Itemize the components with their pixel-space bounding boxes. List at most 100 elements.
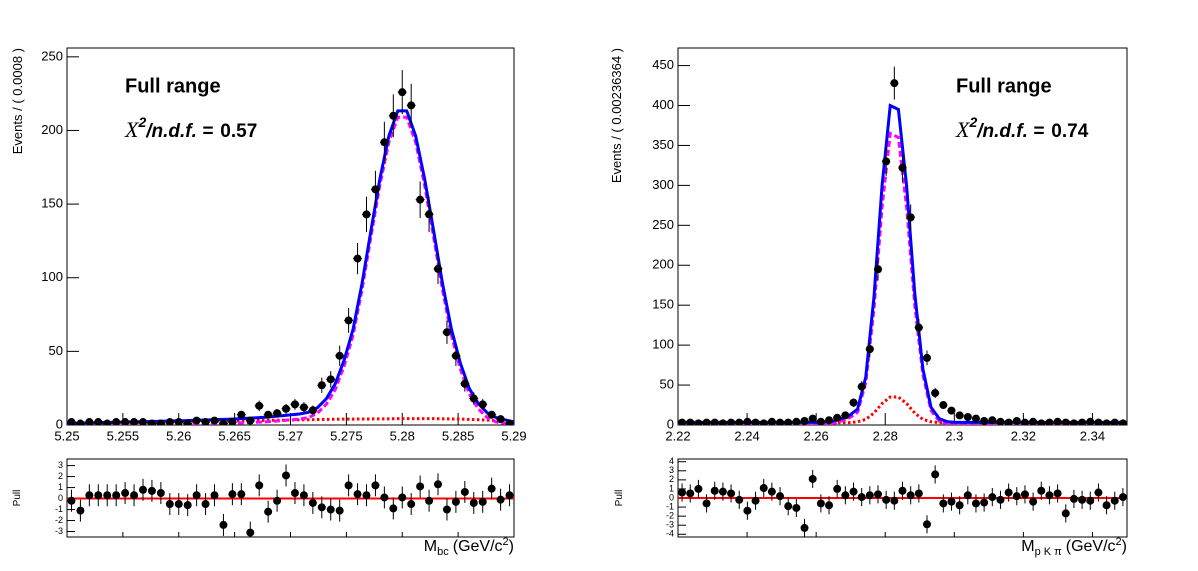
pull-point (841, 491, 850, 500)
pull-point (865, 491, 874, 500)
pull-point (1102, 501, 1111, 510)
data-point (94, 418, 103, 425)
data-point (469, 394, 478, 403)
data-point (138, 418, 147, 425)
y-tick-label: 1 (58, 482, 63, 492)
chi2-superscript: 2 (137, 114, 146, 130)
pull-point (264, 507, 273, 516)
data-point (694, 419, 703, 425)
pull-point (1118, 493, 1127, 502)
x-tick-label: 5.255 (107, 428, 140, 443)
x-tick-label: 5.28 (390, 428, 415, 443)
pull-point (751, 496, 760, 505)
data-point (874, 265, 883, 274)
y-tick-label: 3 (669, 465, 674, 475)
pull-point (335, 506, 344, 515)
data-point (825, 416, 834, 425)
pull-point (147, 486, 156, 495)
x-title-unit: (GeV/c (1066, 538, 1116, 555)
data-point (833, 413, 842, 422)
pull-point (308, 498, 317, 507)
pull-point (784, 502, 793, 511)
pull-point (1037, 486, 1046, 495)
data-point (980, 417, 989, 425)
data-point (1061, 418, 1070, 425)
pull-point (416, 482, 425, 491)
data-point (808, 414, 817, 423)
plot-area (67, 70, 514, 425)
annotation: Full range (956, 75, 1052, 97)
y-tick-label: 2 (58, 471, 63, 481)
data-point (1118, 419, 1127, 425)
pull-point (898, 486, 907, 495)
y-tick-label: 0 (56, 416, 63, 431)
x-tick-label: 2.24 (734, 428, 759, 443)
pull-point (825, 501, 834, 510)
pull-point (963, 491, 972, 500)
data-point (1020, 418, 1029, 425)
data-point (246, 416, 255, 425)
data-point (282, 404, 291, 413)
data-point (857, 382, 866, 391)
data-point (165, 418, 174, 425)
data-point (1012, 417, 1021, 425)
data-point (290, 400, 299, 409)
data-point (718, 419, 727, 425)
x-tick-label: 2.3 (945, 428, 963, 443)
data-point (678, 418, 687, 425)
pull-point (425, 496, 434, 505)
chi2-symbol: X (124, 117, 140, 142)
pull-point (407, 500, 416, 509)
data-point (273, 409, 282, 418)
pull-point (505, 491, 514, 500)
pull-point (460, 487, 469, 496)
data-point (201, 418, 210, 425)
data-point (67, 418, 76, 425)
x-title-superscript: 2 (1116, 536, 1122, 548)
x-title-subscript: bc (437, 546, 449, 558)
plot-area (67, 464, 514, 537)
pull-point (326, 505, 335, 514)
pull-point (451, 497, 460, 506)
x-title-subscript: p K π (1035, 546, 1063, 558)
pull-point (980, 498, 989, 507)
pull-point (767, 487, 776, 496)
pull-point (931, 470, 940, 479)
data-point (882, 157, 891, 166)
data-point (460, 379, 469, 388)
data-point (702, 418, 711, 425)
pull-point (857, 493, 866, 502)
data-point (434, 264, 443, 273)
x-tick-label: 5.285 (442, 428, 475, 443)
pull-point (210, 491, 219, 500)
data-point (939, 401, 948, 410)
data-point (890, 79, 899, 88)
pull-point (882, 495, 891, 504)
data-point (156, 419, 165, 425)
pull-point (1061, 509, 1070, 518)
pull-point (165, 500, 174, 509)
pull-point (890, 496, 899, 505)
data-point (776, 418, 785, 425)
x-title-symbol: M (424, 538, 437, 555)
pull-point (1029, 497, 1038, 506)
data-point (767, 417, 776, 425)
pull-point (1078, 495, 1087, 504)
data-point (1037, 419, 1046, 425)
x-tick-label: 2.32 (1011, 428, 1036, 443)
data-point (496, 415, 505, 424)
pull-point (478, 497, 487, 506)
pull-point (219, 520, 228, 529)
y-axis-title: Events / ( 0.00236364 ) (609, 48, 624, 183)
data-point (192, 416, 201, 425)
data-point (103, 419, 112, 425)
y-tick-label: 4 (669, 456, 674, 466)
chi2-text: /n.d.f. = (145, 121, 213, 142)
y-tick-label: 250 (652, 217, 674, 232)
pull-point (759, 484, 768, 493)
y-tick-label: 450 (652, 57, 674, 72)
x-title-superscript: 2 (503, 536, 509, 548)
data-point (963, 413, 972, 422)
data-point (299, 403, 308, 412)
x-tick-label: 2.22 (665, 428, 690, 443)
